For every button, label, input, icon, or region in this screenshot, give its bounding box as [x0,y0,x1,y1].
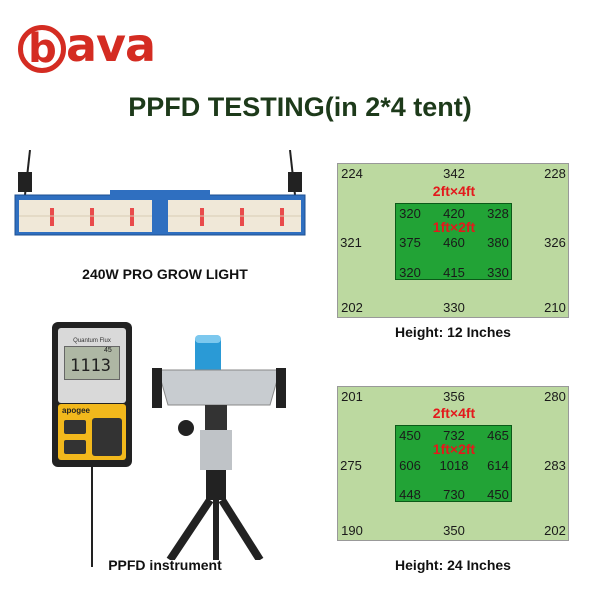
sensor-tripod-image [152,335,286,560]
outer-reading: 210 [544,300,566,315]
outer-reading: 350 [443,523,465,538]
outer-reading: 228 [544,166,566,181]
meter-reading: 1113 [70,356,111,376]
inner-reading: 448 [399,487,421,502]
outer-reading: 326 [544,235,566,250]
ppfd-grid-1: 201 190 356 350 280 202 275 283 450 732 465 606 1018… [337,386,569,541]
outer-area-label: 2ft×4ft [432,405,476,421]
outer-reading: 342 [443,166,465,181]
inner-reading: 465 [487,428,509,443]
inner-reading: 380 [487,235,509,250]
outer-reading: 321 [340,235,362,250]
logo-b: b [18,24,66,73]
meter-brand: apogee [62,406,91,415]
inner-zone [395,425,512,502]
logo-text: ava [66,18,156,72]
inner-reading: 450 [487,487,509,502]
inner-reading: 732 [443,428,465,443]
inner-reading: 614 [487,458,509,473]
height-caption: Height: 12 Inches [395,324,511,340]
ppfd-meter: Quantum Flux 45 1113 apogee [52,322,132,467]
inner-reading: 606 [399,458,421,473]
instrument-caption: PPFD instrument [108,557,222,573]
inner-area-label: 1ft×2ft [432,219,476,235]
outer-reading: 190 [341,523,363,538]
inner-reading: 730 [443,487,465,502]
meter-button [64,420,86,434]
outer-reading: 283 [544,458,566,473]
outer-reading: 224 [341,166,363,181]
outer-reading: 202 [341,300,363,315]
outer-reading: 356 [443,389,465,404]
outer-reading: 275 [340,458,362,473]
inner-reading: 1018 [439,458,469,473]
inner-reading: 415 [443,265,465,280]
inner-reading: 320 [399,265,421,280]
outer-reading: 280 [544,389,566,404]
grow-light-caption: 240W PRO GROW LIGHT [82,266,248,282]
page-title: PPFD TESTING(in 2*4 tent) [128,92,472,122]
inner-reading: 450 [399,428,421,443]
outer-reading: 330 [443,300,465,315]
outer-reading: 202 [544,523,566,538]
outer-reading: 201 [341,389,363,404]
meter-label: Quantum Flux [73,338,111,344]
meter-small-reading: 45 [104,347,112,354]
height-caption: Height: 24 Inches [395,557,511,573]
ppfd-grid-0: 224 202 342 330 228 210 321 326 320 420 328 375 460 3… [337,163,569,318]
inner-zone [395,203,512,280]
inner-reading: 375 [399,235,421,250]
inner-reading: 330 [487,265,509,280]
inner-reading: 328 [487,206,509,221]
inner-reading: 420 [443,206,465,221]
meter-arrows [92,418,122,456]
outer-area-label: 2ft×4ft [432,183,476,199]
inner-reading: 460 [443,235,465,250]
grow-light-image [14,150,306,236]
brand-logo: b ava [18,22,156,73]
meter-cable [91,467,93,567]
inner-reading: 320 [399,206,421,221]
meter-button [64,440,86,454]
inner-area-label: 1ft×2ft [432,441,476,457]
